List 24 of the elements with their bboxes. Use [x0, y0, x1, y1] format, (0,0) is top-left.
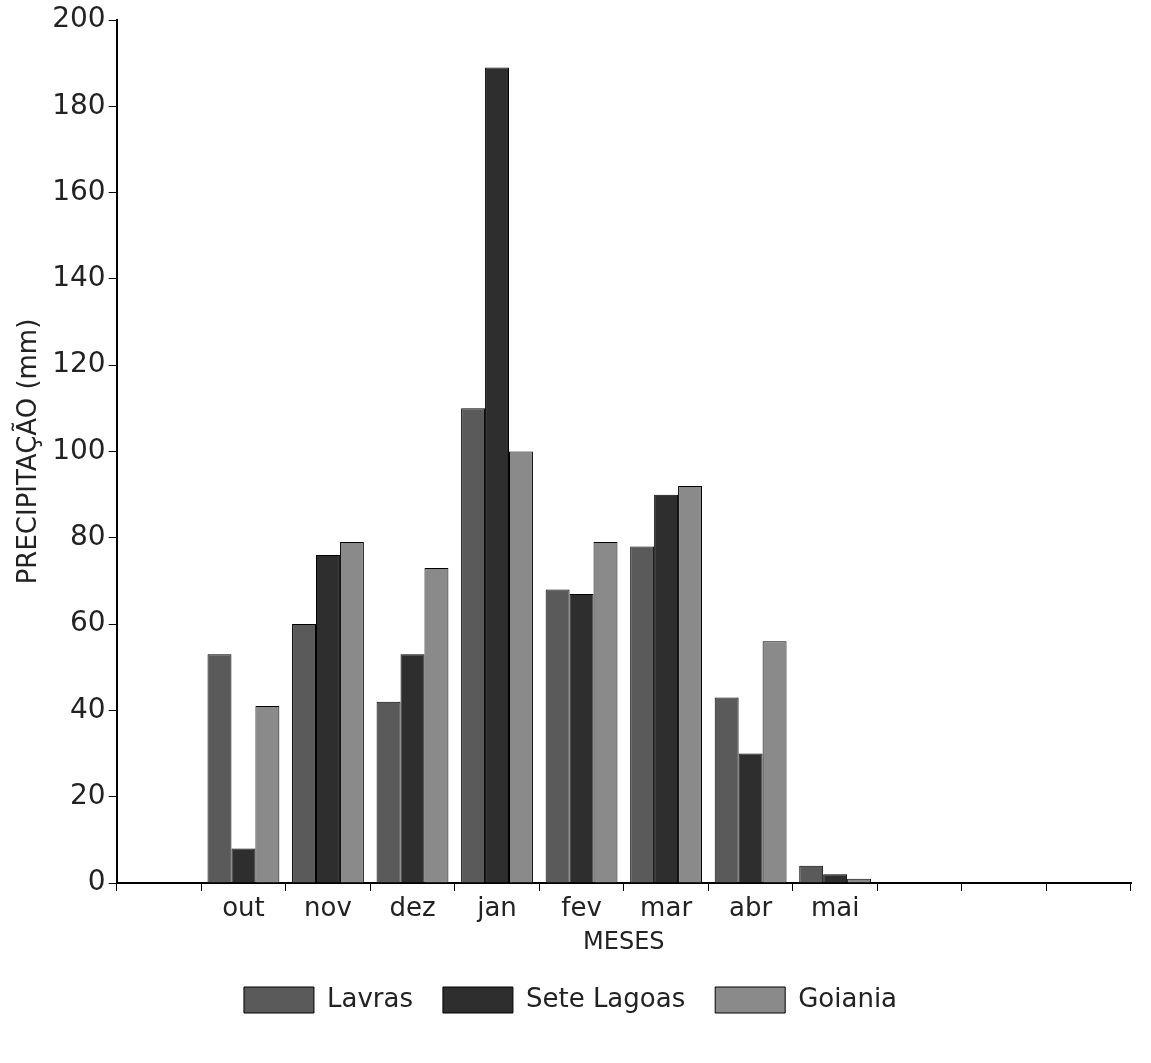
y-tick-label: 100: [52, 432, 106, 466]
x-tick-label: jan: [476, 892, 517, 923]
y-tick-label: 140: [52, 260, 106, 294]
y-tick-label: 20: [70, 777, 106, 811]
x-tick-label: dez: [389, 892, 436, 923]
legend-label: Goiania: [798, 982, 898, 1013]
x-tick-label: out: [222, 892, 265, 923]
x-tick-label: abr: [729, 892, 773, 923]
y-tick-label: 120: [52, 346, 106, 380]
y-tick-label: 200: [52, 1, 106, 35]
y-tick-label: 80: [70, 519, 106, 553]
x-tick-label: nov: [304, 892, 352, 923]
y-tick-label: 160: [52, 173, 106, 207]
x-axis-title: MESES: [583, 926, 665, 955]
y-tick-label: 60: [70, 605, 106, 639]
y-tick-label: 40: [70, 691, 106, 725]
x-tick-label: mai: [810, 892, 860, 923]
legend-label: Sete Lagoas: [525, 982, 686, 1013]
x-tick-label: mar: [640, 892, 693, 923]
y-tick-label: 180: [52, 87, 106, 121]
y-tick-label: 0: [87, 864, 106, 898]
legend-label: Lavras: [326, 982, 413, 1013]
y-axis-title: PRECIPITAÇÃO (mm): [11, 318, 43, 585]
x-tick-label: fev: [561, 892, 602, 923]
